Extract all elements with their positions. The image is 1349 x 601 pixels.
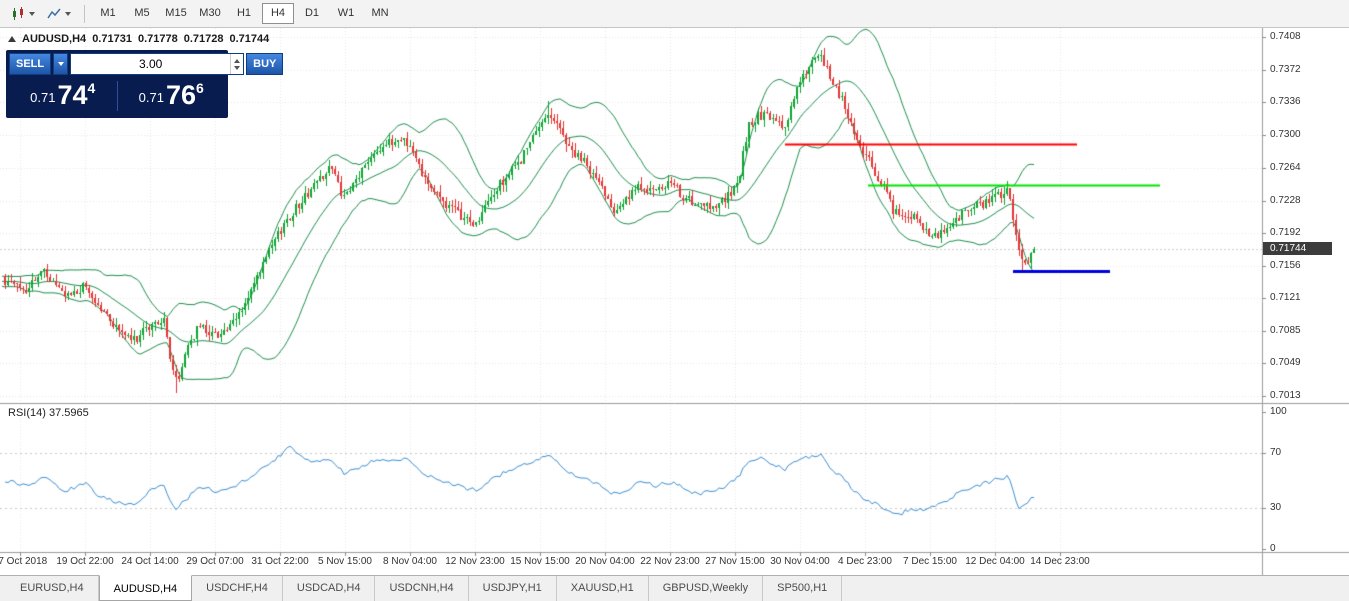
timeframe-button-m30[interactable]: M30 — [199, 7, 221, 19]
volume-increase-icon[interactable] — [234, 58, 241, 63]
chart-symbol-label: AUDUSD,H4 — [22, 33, 87, 45]
time-axis-label: 7 Dec 15:00 — [903, 556, 957, 567]
ohlc-high: 0.71778 — [137, 33, 178, 45]
tab-eurusd-h4[interactable]: EURUSD,H4 — [6, 576, 99, 601]
tab-gbpusd-weekly[interactable]: GBPUSD,Weekly — [649, 576, 764, 601]
time-axis-label: 5 Nov 15:00 — [318, 556, 372, 567]
bid-prefix: 0.71 — [30, 90, 56, 105]
ask-price[interactable]: 0.71 76 6 — [118, 81, 226, 111]
timeframe-button-w1[interactable]: W1 — [337, 7, 355, 19]
chart-canvas[interactable] — [0, 28, 1349, 575]
price-scale-label: 0.7192 — [1270, 227, 1301, 239]
chevron-down-icon — [65, 11, 71, 16]
bid-pips: 74 — [57, 80, 88, 111]
chevron-down-icon — [29, 11, 35, 16]
buy-button[interactable]: BUY — [246, 53, 284, 75]
rsi-indicator-label: RSI(14) 37.5965 — [8, 407, 89, 419]
time-axis-label: 12 Nov 23:00 — [445, 556, 505, 567]
bid-price[interactable]: 0.71 74 4 — [9, 81, 117, 111]
time-axis-label: 19 Oct 22:00 — [56, 556, 114, 567]
timeframe-button-m1[interactable]: M1 — [100, 7, 116, 19]
price-scale-label: 0.7372 — [1270, 63, 1301, 75]
bid-point: 4 — [87, 80, 96, 96]
time-axis-label: 24 Oct 14:00 — [121, 556, 179, 567]
price-scale-label: 0.7408 — [1270, 31, 1301, 42]
time-axis-label: 12 Dec 04:00 — [965, 556, 1025, 567]
current-price-badge: 0.71744 — [1263, 242, 1332, 256]
ohlc-open: 0.71731 — [92, 33, 132, 45]
price-scale-label: 0.7013 — [1270, 390, 1301, 401]
rsi-scale-label: 100 — [1270, 406, 1287, 417]
time-axis-label: 14 Dec 23:00 — [1030, 556, 1090, 567]
ask-pips: 76 — [165, 80, 197, 111]
ask-prefix: 0.71 — [138, 90, 164, 105]
chart-tab-bar: EURUSD,H4 AUDUSD,H4 USDCHF,H4 USDCAD,H4 USDC… — [0, 575, 1349, 601]
timeframe-button-d1[interactable]: D1 — [304, 7, 320, 19]
indicators-button[interactable] — [42, 4, 76, 24]
price-scale-label: 0.7228 — [1270, 194, 1301, 206]
price-scale-label: 0.7264 — [1270, 161, 1301, 173]
ohlc-low: 0.71728 — [183, 33, 224, 45]
tab-audusd-h4[interactable]: AUDUSD,H4 — [98, 575, 193, 601]
time-axis-label: 31 Oct 22:00 — [251, 556, 309, 567]
chart-area: AUDUSD,H4 0.71731 0.71778 0.71728 0.7174… — [0, 28, 1349, 575]
time-axis-label: 30 Nov 04:00 — [770, 556, 830, 567]
order-type-dropdown-button[interactable] — [53, 53, 69, 75]
time-axis-label: 27 Nov 15:00 — [705, 556, 765, 567]
timeframe-buttons: M1 M5 M15 M30 H1 H4 D1 W1 MN — [91, 3, 397, 24]
price-scale-label: 0.7085 — [1270, 324, 1301, 336]
time-axis[interactable]: 17 Oct 2018 19 Oct 22:00 24 Oct 14:00 29 Oc… — [0, 553, 1262, 573]
tab-usdcnh-h4[interactable]: USDCNH,H4 — [375, 576, 469, 601]
chevron-down-icon — [57, 62, 64, 66]
volume-spinner — [230, 54, 243, 74]
price-scale-label: 0.7121 — [1270, 291, 1301, 303]
one-click-trading-panel: SELL BUY 0.71 74 4 — [6, 50, 284, 118]
time-axis-label: 4 Dec 23:00 — [838, 556, 892, 567]
zigzag-indicator-icon — [47, 8, 61, 18]
volume-decrease-icon[interactable] — [234, 65, 241, 70]
price-scale-label: 0.7336 — [1270, 96, 1301, 108]
timeframe-button-m15[interactable]: M15 — [165, 7, 187, 19]
price-divider — [116, 81, 118, 111]
timeframe-button-mn[interactable]: MN — [371, 7, 389, 19]
time-axis-label: 29 Oct 07:00 — [186, 556, 244, 567]
price-scale-label: 0.7300 — [1270, 129, 1301, 141]
toolbar: M1 M5 M15 M30 H1 H4 D1 W1 MN — [0, 0, 1349, 28]
tab-xauusd-h1[interactable]: XAUUSD,H1 — [557, 576, 649, 601]
rsi-scale-label: 0 — [1270, 543, 1276, 554]
time-axis-label: 15 Nov 15:00 — [510, 556, 570, 567]
timeframe-button-h1[interactable]: H1 — [236, 7, 252, 19]
sell-button[interactable]: SELL — [9, 53, 52, 75]
rsi-scale-label: 30 — [1270, 501, 1282, 513]
volume-input[interactable] — [71, 54, 231, 74]
chart-type-button[interactable] — [6, 4, 40, 24]
time-axis-label: 22 Nov 23:00 — [640, 556, 700, 567]
ask-point: 6 — [196, 80, 204, 96]
price-scale-label: 0.7049 — [1270, 357, 1301, 369]
collapse-trade-panel-icon[interactable] — [8, 36, 16, 42]
price-scale-label: 0.7156 — [1270, 260, 1301, 272]
tab-usdchf-h4[interactable]: USDCHF,H4 — [192, 576, 283, 601]
rsi-scale-label: 70 — [1270, 447, 1282, 459]
chart-title: AUDUSD,H4 0.71731 0.71778 0.71728 0.7174… — [8, 33, 269, 45]
price-scale[interactable]: 0.7408 0.7372 0.7336 0.7300 0.7264 0.7228 0.71… — [1263, 28, 1349, 575]
ohlc-close: 0.71744 — [229, 33, 270, 45]
timeframe-button-m5[interactable]: M5 — [134, 7, 150, 19]
candlestick-chart-icon — [13, 6, 23, 20]
time-axis-label: 17 Oct 2018 — [0, 556, 48, 567]
toolbar-separator — [84, 4, 85, 23]
tab-usdcad-h4[interactable]: USDCAD,H4 — [283, 576, 376, 601]
timeframe-button-h4[interactable]: H4 — [262, 3, 294, 24]
volume-field — [70, 53, 245, 75]
time-axis-label: 20 Nov 04:00 — [575, 556, 635, 567]
tab-usdjpy-h1[interactable]: USDJPY,H1 — [469, 576, 557, 601]
time-axis-label: 8 Nov 04:00 — [383, 556, 437, 567]
tab-sp500-h1[interactable]: SP500,H1 — [763, 576, 843, 601]
